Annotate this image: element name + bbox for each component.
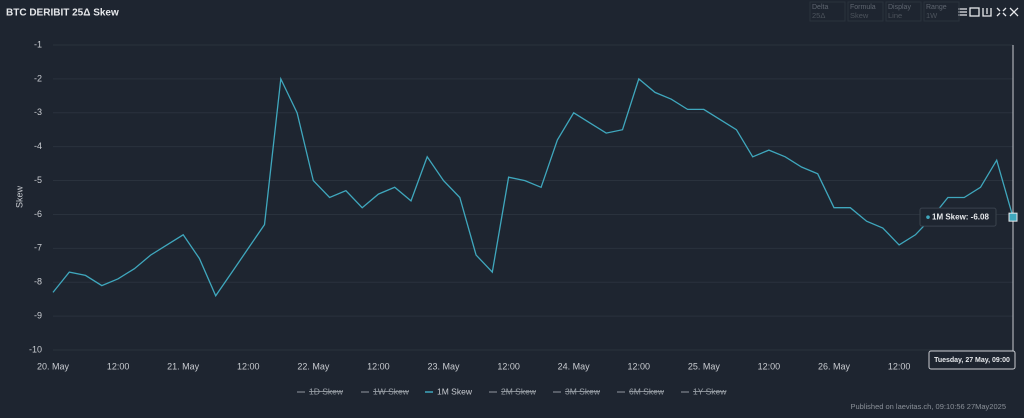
y-tick-label: -8 bbox=[34, 277, 42, 287]
x-tick-label: 12:00 bbox=[367, 361, 390, 371]
tooltip-box bbox=[919, 207, 997, 227]
y-tick-label: -7 bbox=[34, 243, 42, 253]
y-tick-label: -5 bbox=[34, 175, 42, 185]
x-tick-label: 12:00 bbox=[237, 361, 260, 371]
footer: Published on laevitas.ch, 09:10:56 27May… bbox=[850, 402, 1006, 411]
series-line bbox=[52, 76, 1014, 298]
legend-label[interactable]: 3M Skew bbox=[565, 386, 601, 396]
control-value: Skew bbox=[850, 11, 869, 20]
x-tick-label: 12:00 bbox=[627, 361, 650, 371]
x-tick-label: 24. May bbox=[558, 361, 591, 371]
legend-label[interactable]: 1D Skew bbox=[309, 386, 344, 396]
x-tick-label: 26. May bbox=[818, 361, 851, 371]
control-label: Range bbox=[926, 4, 947, 11]
tooltip-text: 1M Skew: -6.08 bbox=[932, 212, 989, 221]
chart-title: BTC DERIBIT 25Δ Skew bbox=[6, 8, 119, 19]
legend-label[interactable]: 1W Skew bbox=[373, 386, 410, 396]
date-label: Tuesday, 27 May, 09:00 bbox=[934, 357, 1010, 364]
control-label: Display bbox=[888, 4, 911, 11]
control-box[interactable] bbox=[809, 1, 846, 22]
y-axis-label: Skew bbox=[14, 185, 24, 208]
x-tick-label: 22. May bbox=[297, 361, 330, 371]
legend-label[interactable]: 1M Skew bbox=[437, 386, 473, 396]
y-tick-label: -3 bbox=[34, 107, 42, 117]
y-tick-label: -10 bbox=[29, 344, 42, 354]
y-tick-label: -6 bbox=[34, 209, 42, 219]
y-tick-label: -1 bbox=[34, 39, 42, 49]
hover-marker bbox=[1008, 212, 1018, 222]
legend-label[interactable]: 1Y Skew bbox=[693, 386, 727, 396]
y-tick-label: -2 bbox=[34, 73, 42, 83]
x-tick-label: 12:00 bbox=[888, 361, 911, 371]
control-value: 1W bbox=[926, 11, 938, 20]
legend-label[interactable]: 2M Skew bbox=[501, 386, 537, 396]
legend-label[interactable]: 6M Skew bbox=[629, 386, 665, 396]
x-tick-label: 25. May bbox=[688, 361, 721, 371]
x-tick-label: 12:00 bbox=[107, 361, 130, 371]
control-value: 25Δ bbox=[812, 11, 825, 20]
control-box[interactable] bbox=[923, 1, 960, 22]
date-box bbox=[928, 350, 1016, 370]
control-value: Line bbox=[888, 11, 902, 20]
control-box[interactable] bbox=[847, 1, 884, 22]
x-tick-label: 12:00 bbox=[497, 361, 520, 371]
x-tick-label: 20. May bbox=[37, 361, 70, 371]
x-tick-label: 21. May bbox=[167, 361, 200, 371]
control-box[interactable] bbox=[885, 1, 922, 22]
x-tick-label: 12:00 bbox=[758, 361, 781, 371]
y-tick-label: -9 bbox=[34, 310, 42, 320]
control-label: Formula bbox=[850, 4, 876, 11]
y-tick-label: -4 bbox=[34, 141, 42, 151]
control-label: Delta bbox=[812, 4, 828, 11]
tooltip-dot bbox=[926, 215, 930, 219]
x-tick-label: 23. May bbox=[428, 361, 461, 371]
